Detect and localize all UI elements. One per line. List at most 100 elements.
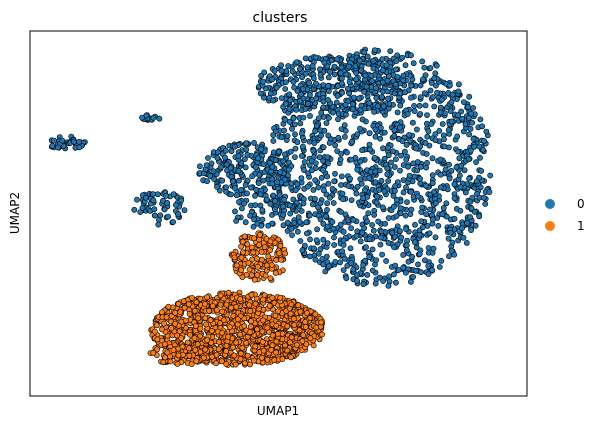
point-series-0 [468,205,475,212]
point-series-0 [359,147,365,154]
point-series-1 [223,348,229,354]
point-series-0 [228,148,235,155]
point-series-0 [356,57,363,64]
point-series-0 [418,163,424,170]
point-series-0 [335,116,341,123]
point-series-0 [418,209,425,215]
point-series-0 [423,164,429,171]
point-series-0 [214,154,221,161]
point-series-0 [416,231,423,238]
point-series-0 [417,94,424,100]
point-series-1 [310,342,317,349]
point-series-0 [439,121,446,127]
point-series-0 [368,84,375,91]
point-series-0 [285,63,292,69]
point-series-1 [287,310,294,317]
point-series-0 [387,48,394,54]
point-series-0 [385,152,392,159]
point-series-1 [233,339,240,346]
point-series-0 [480,146,486,153]
point-series-0 [313,237,320,243]
point-series-0 [455,148,461,155]
point-series-0 [332,142,339,149]
point-series-1 [206,307,212,314]
point-series-0 [341,122,348,129]
point-series-1 [258,354,265,361]
point-series-0 [382,220,388,227]
point-series-0 [247,212,253,219]
point-series-1 [299,338,306,345]
point-series-0 [367,168,374,175]
point-series-0 [421,90,428,96]
point-series-0 [429,94,436,100]
point-series-1 [272,312,279,319]
point-series-0 [477,154,483,161]
point-series-0 [462,121,469,128]
point-series-0 [318,109,325,116]
point-series-1 [204,294,210,301]
point-series-1 [312,311,319,318]
point-series-0 [339,190,346,197]
point-series-1 [265,253,272,260]
point-series-0 [324,206,330,213]
point-series-0 [163,192,169,199]
point-series-1 [264,356,271,363]
point-series-0 [460,234,467,241]
point-series-0 [277,169,284,175]
point-series-0 [374,193,380,200]
point-series-1 [230,312,237,319]
point-series-0 [139,114,145,121]
point-series-0 [369,267,376,274]
point-series-1 [261,244,268,250]
point-series-0 [287,210,294,217]
point-series-0 [353,70,359,76]
point-series-0 [323,191,330,198]
point-series-0 [290,115,297,122]
point-series-0 [453,164,460,171]
point-series-0 [391,127,398,134]
point-series-0 [402,62,409,69]
point-series-0 [432,137,439,144]
point-series-0 [257,191,264,198]
point-series-0 [384,95,391,102]
point-series-0 [357,125,363,132]
point-series-0 [465,156,472,163]
point-series-0 [467,147,474,154]
point-series-0 [334,56,341,63]
point-series-0 [354,277,360,284]
point-series-0 [428,121,435,127]
point-series-0 [354,228,361,235]
point-series-0 [338,173,345,180]
point-series-0 [320,261,327,268]
point-series-0 [154,191,161,198]
point-series-0 [357,158,364,165]
point-series-0 [477,116,484,123]
point-series-0 [332,170,338,177]
point-series-0 [286,202,293,209]
point-series-1 [216,339,222,345]
point-series-0 [425,128,432,135]
point-series-0 [334,93,341,99]
point-series-0 [217,164,224,171]
point-series-0 [406,131,412,138]
point-series-1 [191,335,198,341]
point-series-0 [338,75,345,82]
point-series-0 [364,218,370,225]
point-series-0 [358,180,365,187]
point-series-0 [370,227,377,234]
point-series-0 [305,101,311,107]
point-series-0 [424,159,430,166]
point-series-0 [302,55,309,62]
point-series-0 [429,216,436,223]
point-series-1 [246,266,253,273]
point-series-0 [456,172,463,179]
point-series-0 [175,211,182,218]
point-series-1 [273,349,279,356]
point-series-1 [284,347,291,354]
point-series-0 [300,200,307,207]
point-series-0 [338,80,345,87]
point-series-0 [386,273,393,280]
point-series-0 [214,149,221,156]
point-series-0 [76,144,83,151]
legend-marker-1 [545,221,555,231]
